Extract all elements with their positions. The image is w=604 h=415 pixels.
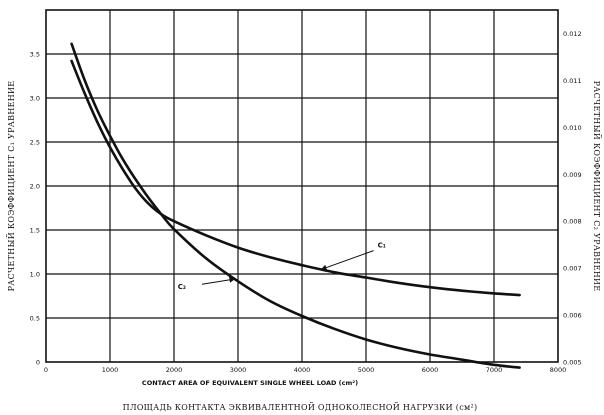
- plot-frame: [45, 9, 559, 363]
- x-tick-label: 8000: [550, 366, 567, 374]
- y-left-tick-label: 0: [36, 359, 40, 367]
- y-axis-title-right: РАСЧЕТНЫЙ КОЭФФИЦИЕНТ C₂ УРАВНЕНИЕ: [592, 81, 601, 292]
- y-right-tick-label: 0.012: [563, 30, 582, 38]
- annotation-arrow: [320, 250, 374, 271]
- y-right-tick-label: 0.007: [563, 265, 582, 273]
- annotation-arrow: [201, 276, 236, 285]
- y-left-tick-label: 3.5: [30, 51, 40, 59]
- y-left-tick-label: 3.0: [30, 95, 40, 103]
- x-axis-title: CONTACT AREA OF EQUIVALENT SINGLE WHEEL …: [142, 379, 358, 387]
- y-right-tick-label: 0.011: [563, 77, 582, 85]
- y-left-tick-label: 0.5: [30, 315, 40, 323]
- annotation-label: C₁: [378, 242, 386, 250]
- x-tick-label: 7000: [486, 366, 503, 374]
- y-right-tick-label: 0.009: [563, 171, 582, 179]
- x-tick-label: 3000: [230, 366, 247, 374]
- y-right-tick-label: 0.008: [563, 218, 582, 226]
- y-axis-title-left: РАСЧЕТНЫЙ КОЭФФИЦИЕНТ C₁ УРАВНЕНИЕ: [7, 81, 16, 292]
- annotations: C₁ C₂: [178, 242, 386, 292]
- tick-labels: 0 1000 2000 3000 4000 5000 6000 7000 8000 0 0.5 1.0…: [30, 30, 582, 374]
- series-line-c1: [70, 59, 521, 297]
- x-tick-label: 2000: [166, 366, 183, 374]
- y-left-tick-label: 1.5: [30, 227, 40, 235]
- x-tick-label: 1000: [102, 366, 119, 374]
- annotation-label: C₂: [178, 283, 186, 291]
- x-tick-label: 5000: [358, 366, 375, 374]
- x-axis-title-russian: ПЛОЩАДЬ КОНТАКТА ЭКВИВАЛЕНТНОЙ ОДНОКОЛЕС…: [123, 403, 478, 412]
- y-right-tick-label: 0.006: [563, 312, 582, 320]
- y-right-tick-label: 0.010: [563, 124, 582, 132]
- x-tick-label: 6000: [422, 366, 439, 374]
- y-right-tick-label: 0.005: [563, 359, 582, 367]
- grid-lines: [46, 10, 558, 362]
- x-tick-label: 4000: [294, 366, 311, 374]
- y-left-tick-label: 2.0: [30, 183, 40, 191]
- y-left-tick-label: 2.5: [30, 139, 40, 147]
- series-line-c2: [70, 42, 521, 369]
- curves: [70, 42, 521, 369]
- y-left-tick-label: 1.0: [30, 271, 40, 279]
- x-tick-label: 0: [44, 366, 48, 374]
